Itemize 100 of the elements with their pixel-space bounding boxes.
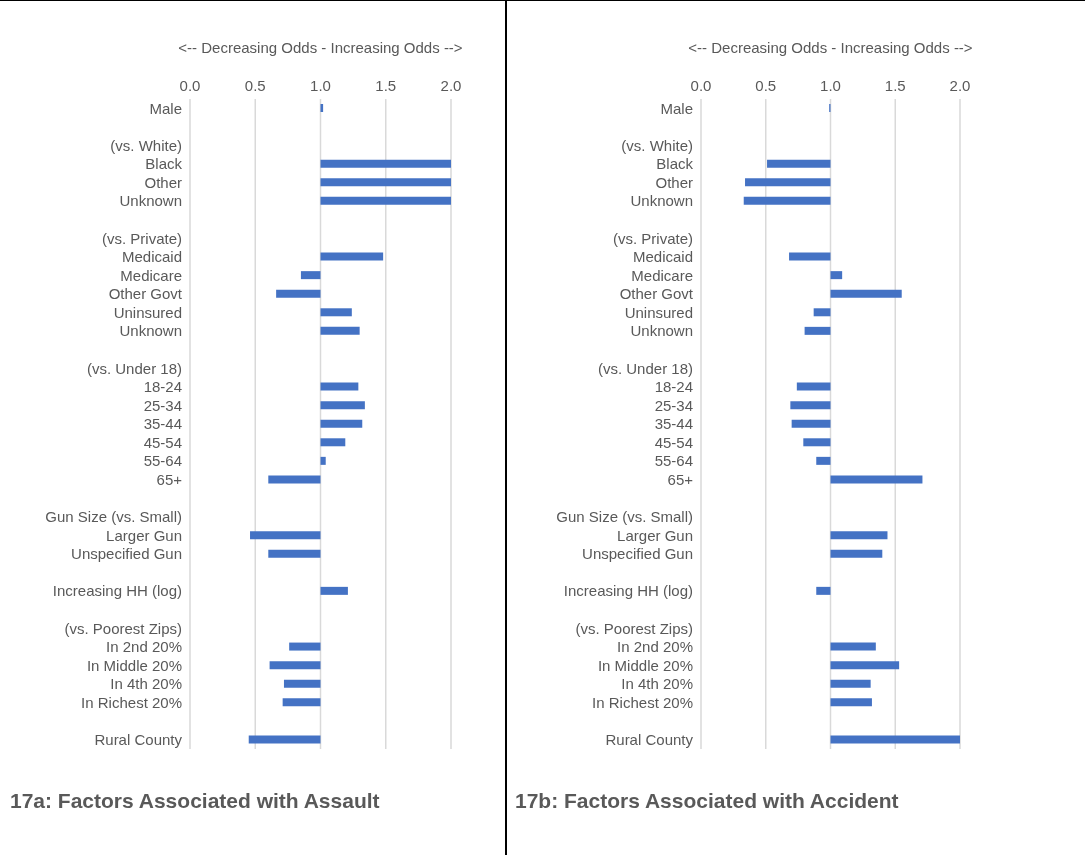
- y-tick-label: 65+: [156, 471, 183, 489]
- y-tick-label: Male: [660, 99, 693, 117]
- bar: [320, 252, 384, 261]
- y-tick-label: Medicare: [120, 266, 182, 284]
- bar: [796, 382, 831, 391]
- y-tick-label: Other Govt: [108, 285, 183, 303]
- y-tick-label: Increasing HH (log): [52, 582, 182, 600]
- y-tick-label: 45-54: [654, 433, 693, 451]
- y-tick-label: (vs. Under 18): [86, 359, 182, 377]
- x-tick-label: 1.5: [375, 77, 397, 94]
- y-tick-label: Medicaid: [632, 248, 693, 266]
- bar: [289, 642, 321, 651]
- text: 17b: Factors Associated with Accident: [515, 789, 899, 813]
- bar: [791, 419, 831, 428]
- x-axis-title: <-- Decreasing Odds - Increasing Odds -->: [687, 39, 974, 56]
- bar: [320, 178, 451, 187]
- y-tick-label: (vs. Private): [612, 229, 693, 247]
- bar: [320, 419, 363, 428]
- y-tick-label: (vs. Poorest Zips): [64, 619, 182, 637]
- y-tick-label: 45-54: [143, 433, 182, 451]
- y-tick-label: Unknown: [630, 322, 693, 340]
- bar: [830, 271, 843, 280]
- y-tick-label: Black: [656, 155, 694, 173]
- x-tick-label: 0.5: [244, 77, 266, 94]
- bar: [830, 531, 888, 540]
- x-axis-title: <-- Decreasing Odds - Increasing Odds -->: [177, 39, 464, 56]
- y-tick-label: Other Govt: [619, 285, 694, 303]
- y-tick-label: 55-64: [143, 452, 182, 470]
- y-tick-label: 35-44: [654, 415, 693, 433]
- y-tick-label: Black: [145, 155, 183, 173]
- y-tick-label: 55-64: [654, 452, 693, 470]
- bar: [268, 549, 321, 558]
- bar: [320, 586, 348, 595]
- bar: [830, 475, 923, 484]
- y-tick-label: In Middle 20%: [86, 656, 182, 674]
- bar: [816, 456, 831, 465]
- y-tick-label: Increasing HH (log): [563, 582, 693, 600]
- bar: [790, 401, 831, 410]
- y-tick-label: In 4th 20%: [110, 675, 182, 693]
- y-tick-label: Uninsured: [113, 303, 182, 321]
- y-tick-label: Uninsured: [624, 303, 693, 321]
- bar: [320, 382, 359, 391]
- y-tick-label: In Middle 20%: [597, 656, 693, 674]
- y-tick-label: Other: [655, 173, 693, 191]
- bar: [276, 289, 321, 298]
- bar: [804, 326, 831, 335]
- y-tick-label: (vs. White): [110, 136, 182, 154]
- bar: [816, 586, 831, 595]
- y-tick-label: Larger Gun: [617, 526, 693, 544]
- y-tick-label: 25-34: [143, 396, 182, 414]
- x-tick-label: 2.0: [440, 77, 462, 94]
- bar: [830, 642, 876, 651]
- y-tick-label: Medicare: [631, 266, 693, 284]
- text: 17a: Factors Associated with Assault: [10, 789, 380, 813]
- y-tick-label: 18-24: [654, 378, 693, 396]
- y-tick-label: (vs. Poorest Zips): [575, 619, 693, 637]
- bar: [283, 679, 321, 688]
- y-tick-label: Rural County: [94, 731, 183, 749]
- y-tick-label: Unspecified Gun: [71, 545, 182, 563]
- y-tick-label: Rural County: [605, 731, 694, 749]
- bar: [300, 271, 321, 280]
- y-tick-label: Gun Size (vs. Small): [45, 508, 182, 526]
- bar: [813, 308, 831, 317]
- bar: [320, 401, 365, 410]
- bar: [320, 326, 360, 335]
- x-tick-label: 0.5: [755, 77, 777, 94]
- bar: [320, 159, 451, 168]
- bar: [803, 438, 831, 447]
- y-tick-label: Unknown: [119, 192, 182, 210]
- bar: [830, 735, 960, 744]
- bar: [250, 531, 321, 540]
- y-tick-label: In 2nd 20%: [106, 638, 182, 656]
- y-tick-label: In Richest 20%: [592, 693, 693, 711]
- bar: [830, 661, 900, 670]
- x-tick-label: 0.0: [690, 77, 712, 94]
- y-tick-label: (vs. Private): [101, 229, 182, 247]
- y-tick-label: In 2nd 20%: [617, 638, 693, 656]
- bar: [268, 475, 321, 484]
- y-tick-label: Unknown: [630, 192, 693, 210]
- x-tick-label: 1.0: [820, 77, 841, 94]
- y-tick-label: 25-34: [654, 396, 693, 414]
- bar: [743, 196, 831, 205]
- x-tick-label: 2.0: [949, 77, 971, 94]
- bar: [320, 308, 352, 317]
- y-tick-label: Unspecified Gun: [582, 545, 693, 563]
- y-tick-label: 35-44: [143, 415, 182, 433]
- bar: [830, 679, 871, 688]
- bar: [789, 252, 831, 261]
- bar: [830, 289, 902, 298]
- y-tick-label: In Richest 20%: [81, 693, 182, 711]
- x-tick-label: 0.0: [179, 77, 201, 94]
- y-tick-label: Male: [149, 99, 182, 117]
- y-tick-label: 65+: [667, 471, 694, 489]
- bar: [248, 735, 321, 744]
- bar: [830, 698, 872, 707]
- y-tick-label: Larger Gun: [106, 526, 182, 544]
- y-tick-label: Gun Size (vs. Small): [556, 508, 693, 526]
- y-tick-label: (vs. White): [621, 136, 693, 154]
- y-tick-label: In 4th 20%: [621, 675, 693, 693]
- x-tick-label: 1.5: [884, 77, 906, 94]
